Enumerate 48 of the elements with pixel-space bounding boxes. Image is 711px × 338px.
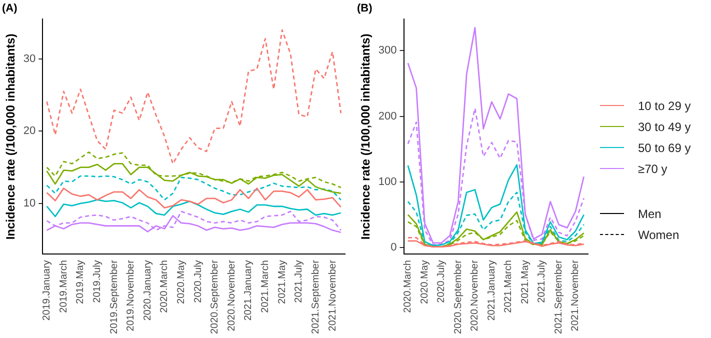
x-tick-label: 2021.November xyxy=(327,259,338,332)
x-tick-label: 2020.January xyxy=(142,260,154,321)
x-tick-label: 2019.November xyxy=(126,259,137,332)
x-tick-label: 2020.May xyxy=(419,260,430,304)
x-tick-label: 2021.May xyxy=(520,260,531,304)
y-tick-label: 100 xyxy=(378,176,397,188)
x-tick-label: 2021.July xyxy=(536,260,548,303)
x-tick-label: 2021.September xyxy=(310,259,322,334)
x-tick-label: 2020.September xyxy=(452,259,464,334)
legend-label: 10 to 29 y xyxy=(638,98,691,112)
x-tick-label: 2020.July xyxy=(436,260,448,303)
x-tick-label: 2019.January xyxy=(42,260,53,321)
x-tick-label: 2020.July xyxy=(192,260,204,303)
x-tick-label: 2019.May xyxy=(75,260,86,304)
line-series xyxy=(46,175,342,201)
x-tick-label: 2019.July xyxy=(92,260,103,303)
y-tick-label: 200 xyxy=(378,110,397,122)
x-tick-label: 2021.March xyxy=(503,260,514,313)
y-tick-label: 10 xyxy=(23,198,36,210)
x-tick-label: 2019.September xyxy=(108,259,120,334)
legend-label: ≥70 y xyxy=(638,162,668,176)
y-tick-label: 30 xyxy=(23,52,36,65)
x-tick-label: 2021.November xyxy=(570,259,582,332)
y-axis-title: Incidence rate (/100,000 inhabitants) xyxy=(358,34,373,240)
x-tick-label: 2020.September xyxy=(210,259,221,334)
text: Women xyxy=(638,228,680,242)
x-tick-label: 2021.March xyxy=(260,260,272,313)
x-tick-label: 2019.March xyxy=(58,260,70,313)
x-tick-label: 2020.November xyxy=(470,259,481,332)
x-tick-label: 2021.January xyxy=(486,260,498,321)
x-tick-label: 2020.November xyxy=(226,259,238,332)
line-series xyxy=(46,29,342,164)
x-tick-label: 2020.March xyxy=(402,260,414,313)
chart-title: (A) xyxy=(2,2,18,15)
chart-title: (B) xyxy=(357,2,373,15)
legend-label: 50 to 69 y xyxy=(638,140,691,154)
y-tick-label: 300 xyxy=(378,44,397,57)
x-tick-label: 2020.March xyxy=(159,260,170,313)
x-tick-label: 2021.July xyxy=(294,260,305,303)
text: Men xyxy=(638,206,662,220)
y-tick-label: 0 xyxy=(390,242,397,254)
y-axis-title: Incidence rate (/100,000 inhabitants) xyxy=(4,34,18,240)
legend-label: 30 to 49 y xyxy=(638,120,691,134)
x-tick-label: 2020.May xyxy=(176,260,188,304)
x-tick-label: 2021.September xyxy=(553,259,564,334)
x-tick-label: 2021.January xyxy=(243,260,254,321)
y-tick-label: 20 xyxy=(23,125,36,138)
x-tick-label: 2021.May xyxy=(276,260,288,304)
